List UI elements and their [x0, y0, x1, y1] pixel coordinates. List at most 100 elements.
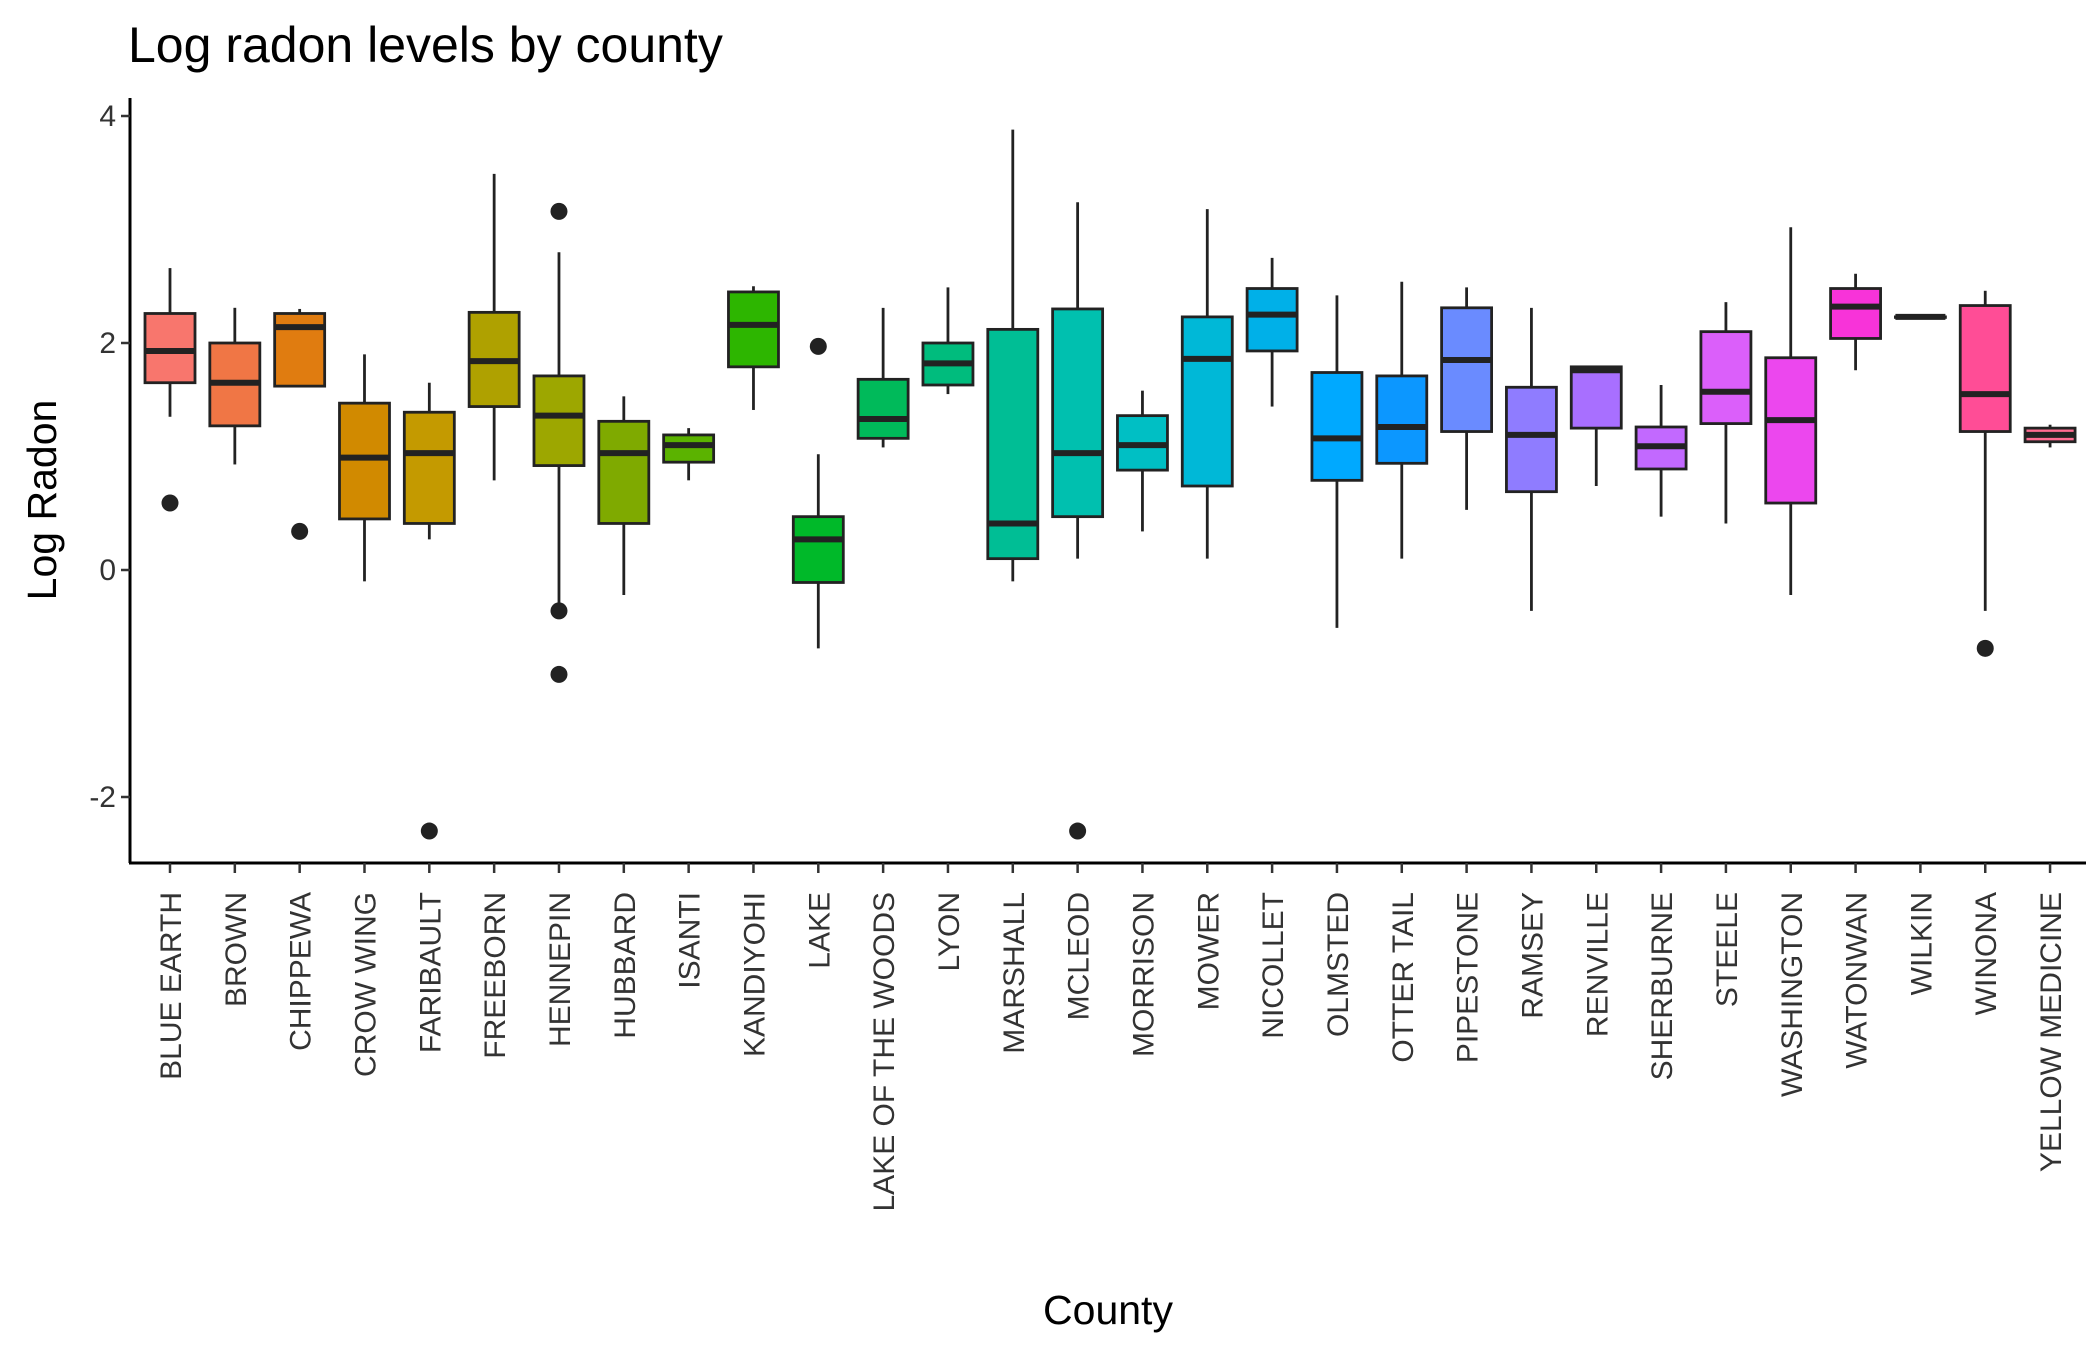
box-iqr [597, 419, 651, 525]
outlier-point [1069, 822, 1087, 840]
x-tick-label: BLUE EARTH [155, 892, 188, 1080]
box-iqr [986, 327, 1040, 561]
box-iqr [791, 515, 845, 584]
x-tick-label: WATONWAN [1841, 892, 1874, 1069]
box-iqr [1569, 365, 1623, 430]
box-iqr [662, 433, 716, 464]
x-axis-title: County [1043, 1287, 1173, 1333]
box-iqr [532, 374, 586, 467]
box-steele [1699, 302, 1753, 524]
box-olmsted [1310, 295, 1364, 628]
outlier-point [550, 202, 568, 220]
x-tick-label: FARIBAULT [414, 892, 447, 1053]
box-iqr [1051, 307, 1105, 519]
x-tick-label: KANDIYOHI [738, 892, 771, 1057]
x-tick-label: OLMSTED [1322, 892, 1355, 1037]
box-freeborn [467, 173, 521, 481]
x-tick-label: HUBBARD [609, 892, 642, 1039]
y-axis-ticks: -2 0 2 4 [89, 100, 130, 814]
box-iqr [1505, 385, 1558, 494]
box-brown [208, 307, 262, 465]
x-tick-label: MCLEOD [1063, 892, 1096, 1020]
box-mcleod [1051, 202, 1105, 840]
box-otter-tail [1375, 281, 1429, 559]
x-tick-label: LAKE OF THE WOODS [868, 892, 901, 1212]
x-tick-label: ISANTI [674, 892, 707, 989]
box-iqr [1764, 356, 1818, 505]
outlier-point [1976, 639, 1994, 657]
box-kandiyohi [727, 286, 780, 410]
box-renville [1569, 365, 1623, 487]
x-axis-ticks: BLUE EARTH BROWN CHIPPEWA CROW WING FARIBAUL… [155, 863, 2068, 1212]
x-tick-label: NICOLLET [1257, 892, 1290, 1039]
x-tick-label: BROWN [220, 892, 253, 1007]
box-iqr [1958, 304, 2012, 433]
x-tick-label: MOWER [1192, 892, 1225, 1010]
box-iqr [1245, 287, 1299, 353]
box-hubbard [597, 396, 651, 595]
box-faribault [402, 382, 456, 840]
outlier-point [420, 822, 438, 840]
box-iqr [856, 377, 910, 440]
box-iqr [1180, 315, 1234, 488]
box-iqr [338, 401, 391, 521]
x-tick-label: RAMSEY [1516, 892, 1549, 1019]
box-lake-of-the-woods [856, 307, 910, 448]
x-tick-label: RENVILLE [1581, 892, 1614, 1037]
box-morrison [1116, 390, 1169, 532]
x-tick-label: LYON [933, 892, 966, 971]
y-axis-title: Log Radon [19, 400, 65, 601]
outlier-point [550, 665, 568, 683]
box-hennepin [532, 202, 586, 683]
x-tick-label: HENNEPIN [544, 892, 577, 1047]
y-tick-label: 2 [99, 327, 116, 360]
box-washington [1764, 227, 1818, 595]
box-isanti [662, 428, 716, 481]
x-tick-label: WASHINGTON [1776, 892, 1809, 1097]
x-tick-label: WINONA [1970, 892, 2003, 1015]
x-tick-label: SHERBURNE [1646, 892, 1679, 1080]
x-tick-label: STEELE [1711, 892, 1744, 1007]
box-blue-earth [143, 268, 197, 512]
box-mower [1180, 209, 1234, 559]
x-tick-label: LAKE [803, 892, 836, 969]
y-tick-label: -2 [89, 781, 116, 814]
x-tick-label: CROW WING [349, 892, 382, 1077]
outlier-point [550, 602, 568, 620]
box-sherburne [1634, 384, 1688, 517]
outlier-point [161, 494, 179, 512]
box-watonwan [1829, 273, 1882, 371]
box-nicollet [1245, 257, 1299, 407]
x-tick-label: FREEBORN [479, 892, 512, 1059]
outlier-point [809, 337, 827, 355]
y-tick-label: 4 [99, 100, 116, 133]
box-lake [791, 337, 845, 649]
box-iqr [1440, 306, 1493, 433]
x-tick-label: OTTER TAIL [1387, 892, 1420, 1063]
y-tick-label: 0 [99, 554, 116, 587]
box-winona [1958, 290, 2012, 657]
x-tick-label: MORRISON [1127, 892, 1160, 1057]
box-lyon [921, 287, 975, 395]
x-tick-label: MARSHALL [998, 892, 1031, 1054]
box-iqr [402, 410, 456, 525]
x-tick-label: YELLOW MEDICINE [2035, 892, 2068, 1172]
x-tick-label: PIPESTONE [1452, 892, 1485, 1063]
plot-area: -2 0 2 4 BLUE EARTH BROWN CHIPPEWA CROW WING FA… [89, 98, 2086, 1212]
box-chippewa [273, 308, 327, 540]
box-marshall [986, 129, 1040, 582]
box-pipestone [1440, 287, 1493, 510]
box-wilkin [1894, 313, 1947, 320]
x-tick-label: WILKIN [1905, 892, 1938, 995]
box-iqr [1310, 371, 1364, 482]
box-iqr [727, 290, 780, 369]
box-layer [143, 129, 2077, 840]
box-iqr [1829, 287, 1882, 340]
chart-title: Log radon levels by county [128, 17, 723, 73]
box-yellow-medicine [2023, 424, 2077, 448]
box-iqr [1375, 374, 1429, 465]
x-tick-label: CHIPPEWA [285, 892, 318, 1051]
box-ramsey [1505, 307, 1558, 611]
box-iqr [1699, 330, 1753, 425]
